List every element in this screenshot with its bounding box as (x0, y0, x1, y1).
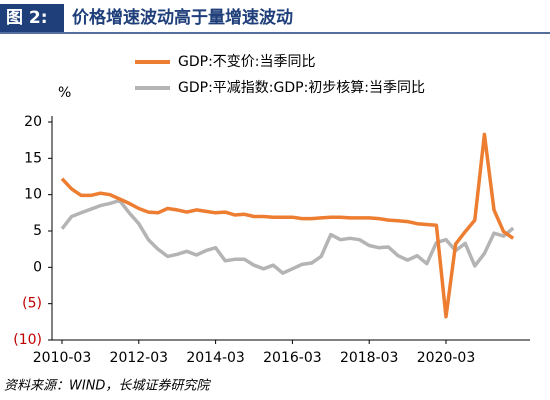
y-tick-label: 10 (24, 187, 42, 203)
x-tick-label: 2018-03 (340, 350, 399, 366)
figure-label-box (0, 4, 64, 32)
y-tick-label: (5) (22, 296, 42, 312)
y-tick-label: 0 (33, 259, 42, 275)
y-tick-label: 5 (33, 223, 42, 239)
x-tick-label: 2020-03 (417, 350, 476, 366)
x-tick-label: 2010-03 (33, 350, 92, 366)
legend-label: GDP:不变价:当季同比 (178, 54, 316, 70)
figure-label: 图 2: (6, 8, 48, 28)
y-tick-label: (10) (13, 332, 42, 348)
series-line (60, 198, 515, 275)
x-tick-label: 2012-03 (110, 350, 169, 366)
y-tick-label: 15 (24, 150, 42, 166)
chart-title: 价格增速波动高于量增速波动 (72, 7, 293, 28)
series-line (60, 132, 515, 319)
legend-label: GDP:平减指数:GDP:初步核算:当季同比 (178, 79, 425, 96)
y-tick-label: 20 (24, 114, 42, 130)
source: 资料来源：WIND，长城证券研究院 (4, 378, 211, 394)
x-tick-label: 2016-03 (263, 350, 322, 366)
x-tick-label: 2014-03 (186, 350, 245, 366)
y-axis-label: % (58, 85, 71, 101)
